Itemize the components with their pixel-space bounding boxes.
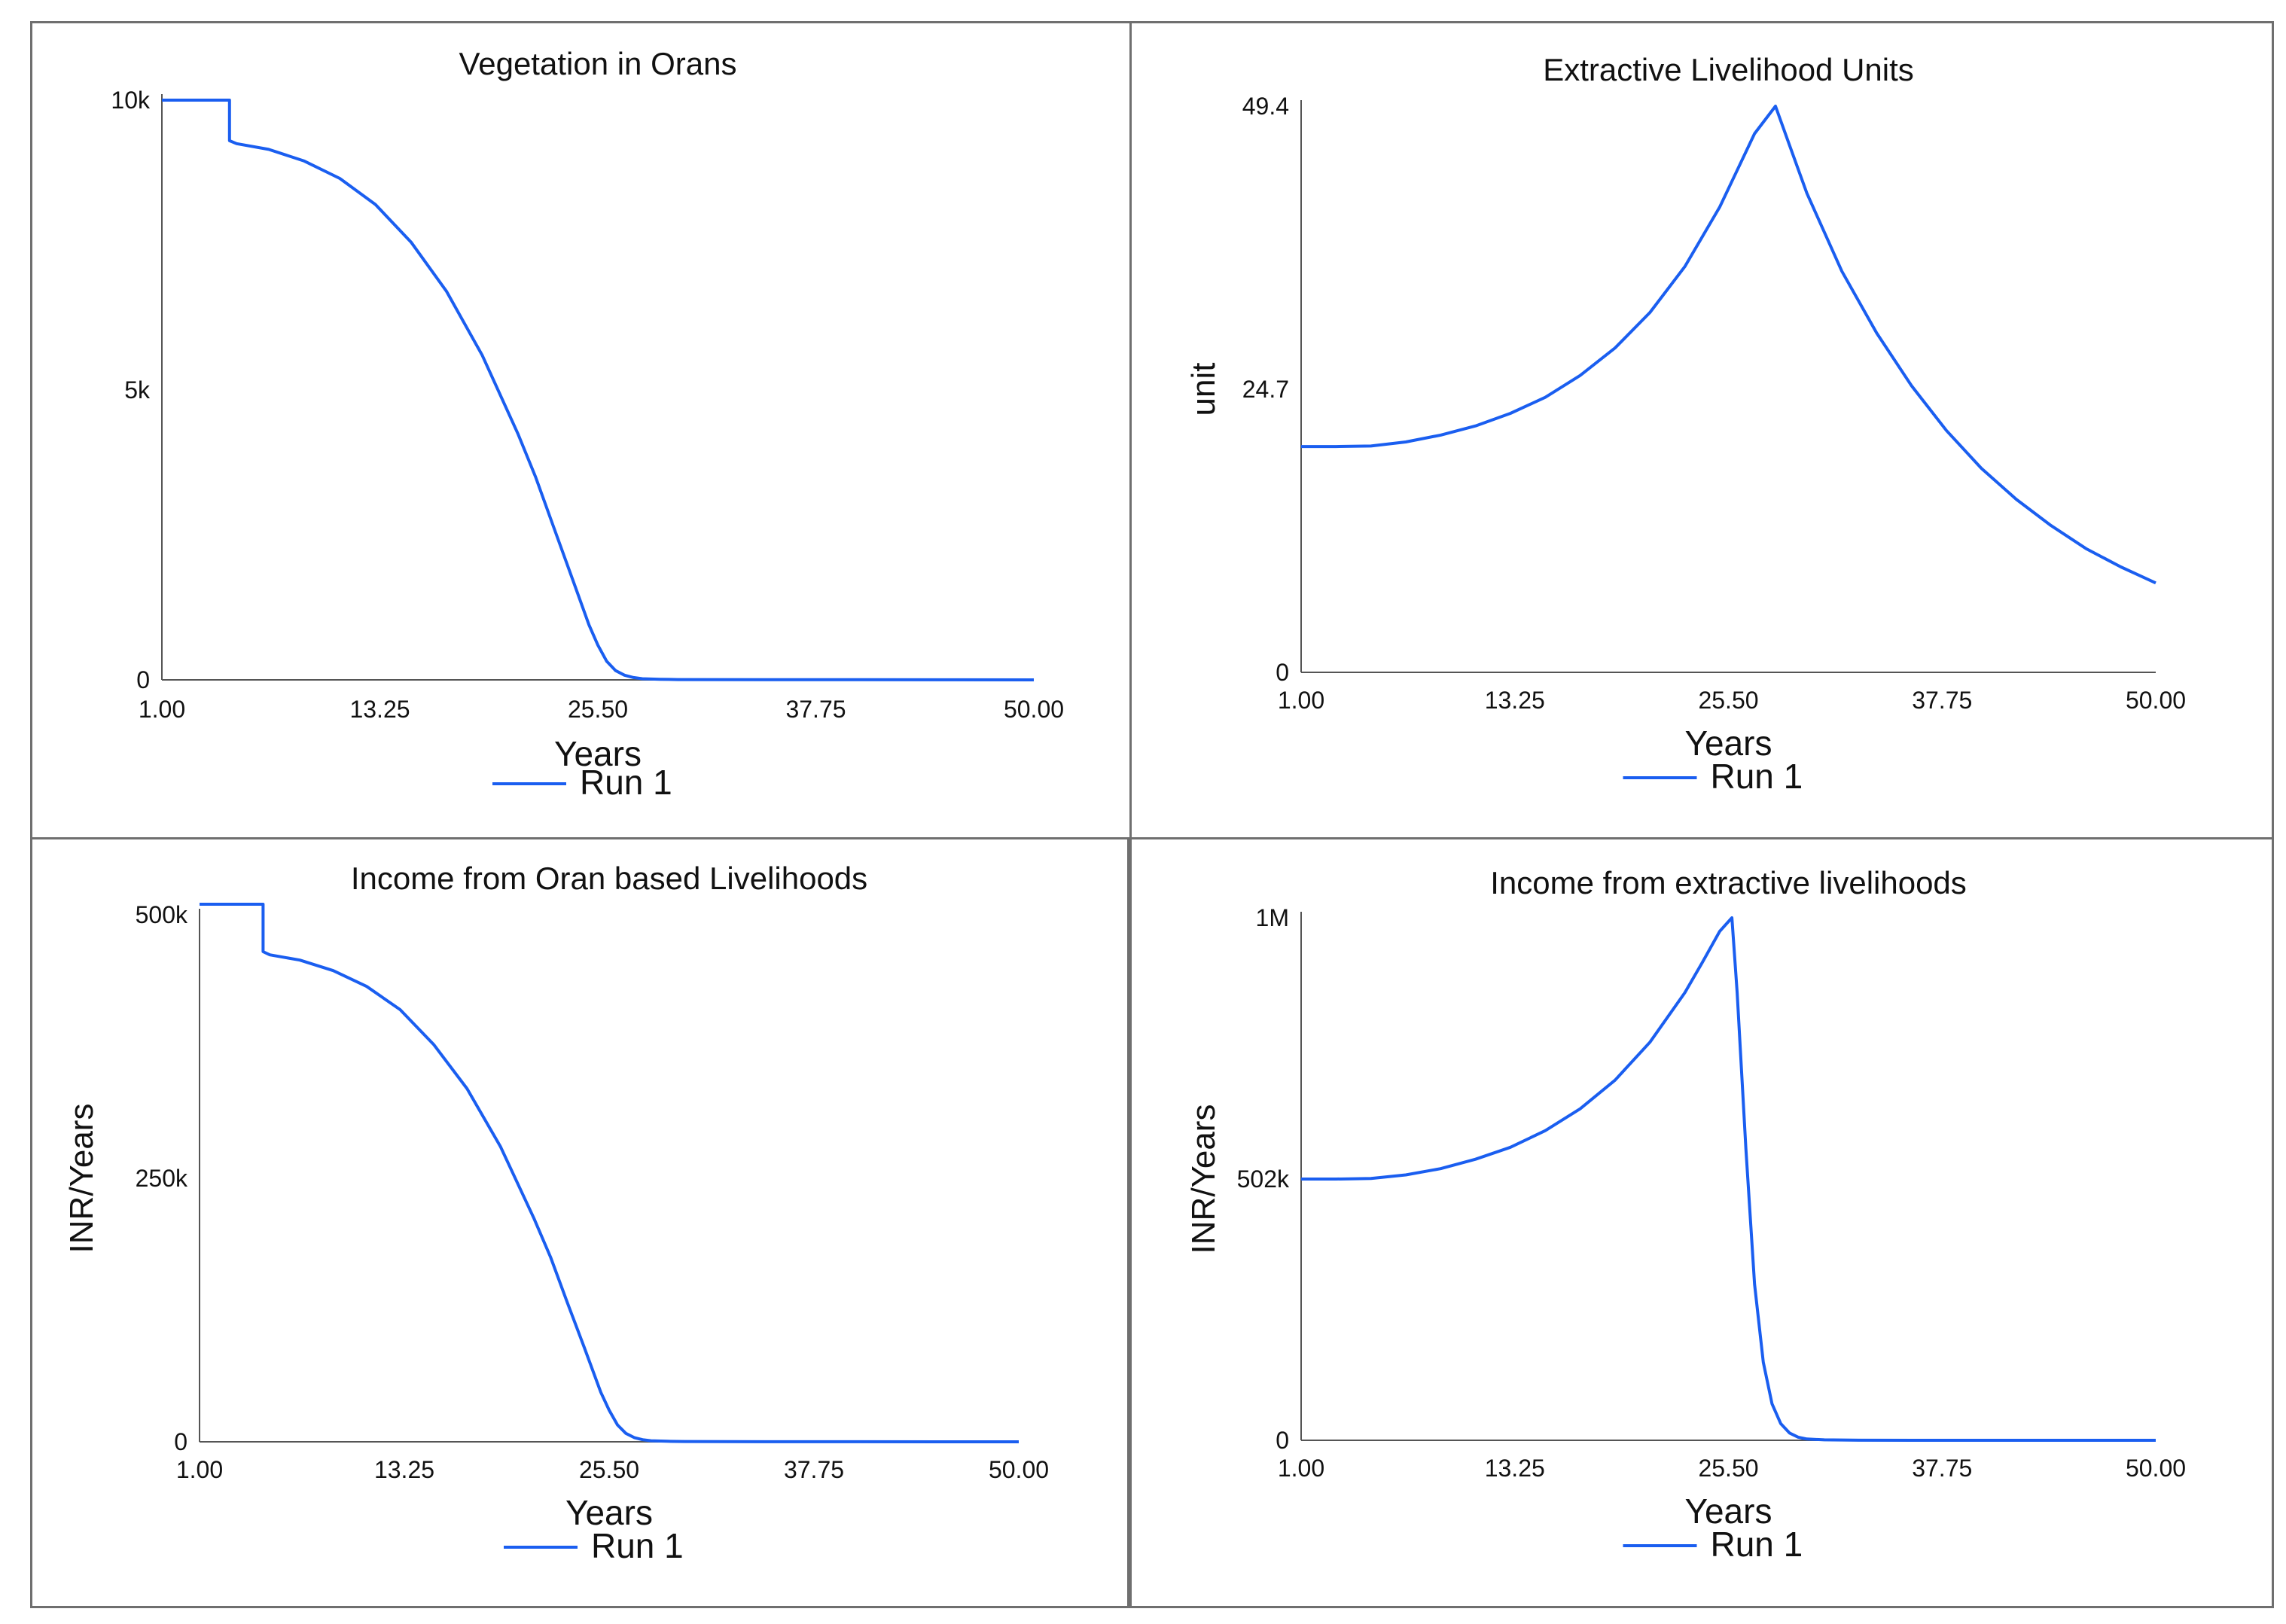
- series-line-run-1: [200, 903, 1019, 1443]
- x-tick-label: 25.50: [568, 696, 628, 723]
- x-axis-label: Years: [565, 1493, 653, 1532]
- y-tick-label: 502k: [1237, 1165, 1290, 1193]
- chart-title: Income from Oran based Livelihoods: [351, 861, 867, 896]
- legend-label: Run 1: [591, 1526, 684, 1565]
- x-tick-label: 1.00: [176, 1456, 223, 1483]
- panel-income-oran-livelihoods: Income from Oran based Livelihoods 1.00 13…: [30, 837, 1129, 1608]
- chart-title: Income from extractive livelihoods: [1490, 865, 1967, 900]
- y-tick-label: 0: [1276, 1427, 1289, 1454]
- y-axis-label: INR/Years: [1185, 1105, 1222, 1254]
- chart-income-extractive-livelihoods: Income from extractive livelihoods 1.00 13…: [1185, 865, 2186, 1564]
- x-axis-label: Years: [554, 734, 642, 773]
- chart-vegetation-in-orans: Vegetation in Orans 1.00 13.25 25.50 37.75 50…: [111, 46, 1064, 802]
- legend-label: Run 1: [580, 763, 672, 802]
- x-tick-label: 1.00: [1278, 687, 1324, 714]
- legend: Run 1: [492, 763, 672, 802]
- y-tick-label: 500k: [136, 901, 188, 928]
- x-tick-label: 37.75: [784, 1456, 844, 1483]
- x-tick-label: 13.25: [1485, 1455, 1545, 1482]
- x-tick-label: 13.25: [1485, 687, 1545, 714]
- x-tick-label: 37.75: [1912, 687, 1972, 714]
- series-line-run-1: [162, 99, 1035, 681]
- x-tick-label: 37.75: [1912, 1455, 1972, 1482]
- x-tick-label: 50.00: [2126, 1455, 2186, 1482]
- legend-label: Run 1: [1711, 1525, 1803, 1564]
- x-axis-label: Years: [1685, 724, 1772, 763]
- x-tick-label: 37.75: [785, 696, 846, 723]
- y-axis-label: INR/Years: [63, 1104, 100, 1254]
- legend: Run 1: [1623, 757, 1803, 796]
- x-tick-label: 1.00: [139, 696, 185, 723]
- y-tick-label: 1M: [1256, 904, 1289, 931]
- y-tick-label: 0: [136, 666, 150, 693]
- x-tick-label: 25.50: [1698, 1455, 1758, 1482]
- legend: Run 1: [504, 1526, 684, 1565]
- y-axis-label: unit: [1185, 363, 1222, 416]
- y-tick-label: 24.7: [1242, 376, 1289, 403]
- x-tick-label: 13.25: [349, 696, 410, 723]
- y-tick-label: 49.4: [1242, 93, 1289, 120]
- chart-title: Vegetation in Orans: [459, 46, 737, 81]
- y-tick-label: 0: [174, 1428, 187, 1455]
- x-tick-label: 13.25: [374, 1456, 434, 1483]
- x-tick-label: 25.50: [1698, 687, 1758, 714]
- panel-vegetation-in-orans: Vegetation in Orans 1.00 13.25 25.50 37.75 50…: [30, 21, 1145, 842]
- series-line-run-1: [1301, 105, 2156, 585]
- chart-title: Extractive Livelihood Units: [1543, 52, 1914, 87]
- y-tick-label: 0: [1276, 659, 1289, 686]
- panel-income-extractive-livelihoods: Income from extractive livelihoods 1.00 13…: [1129, 837, 2274, 1608]
- legend: Run 1: [1623, 1525, 1803, 1564]
- panel-extractive-livelihood-units: Extractive Livelihood Units 1.00 13.25 25.5…: [1129, 21, 2274, 842]
- series-line-run-1: [1301, 916, 2156, 1442]
- chart-income-oran-livelihoods: Income from Oran based Livelihoods 1.00 13…: [63, 861, 1049, 1565]
- legend-label: Run 1: [1711, 757, 1803, 796]
- x-axis-label: Years: [1685, 1491, 1772, 1531]
- x-tick-label: 50.00: [2126, 687, 2186, 714]
- y-tick-label: 250k: [136, 1165, 188, 1192]
- x-tick-label: 50.00: [1004, 696, 1064, 723]
- x-tick-label: 25.50: [579, 1456, 639, 1483]
- y-tick-label: 5k: [124, 376, 151, 404]
- x-tick-label: 1.00: [1278, 1455, 1324, 1482]
- x-tick-label: 50.00: [989, 1456, 1049, 1483]
- chart-extractive-livelihood-units: Extractive Livelihood Units 1.00 13.25 25.5…: [1185, 52, 2186, 796]
- y-tick-label: 10k: [111, 87, 151, 114]
